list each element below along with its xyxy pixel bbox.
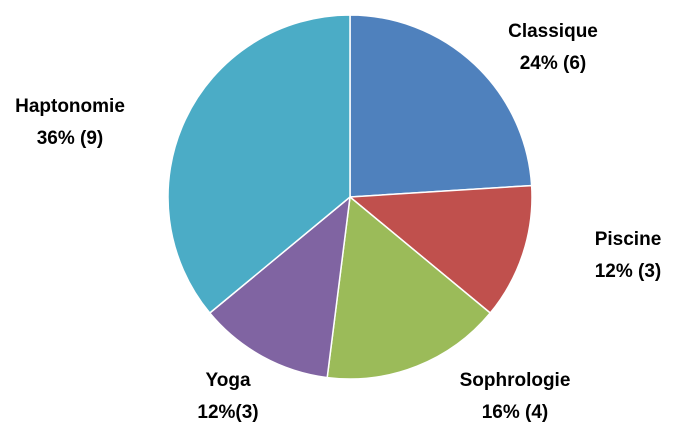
slice-label: Yoga: [205, 370, 250, 391]
slice-value-label: 16% (4): [482, 402, 549, 423]
slice-value-label: 12%(3): [197, 402, 258, 423]
pie-slice: [349, 14, 533, 198]
slice-label: Piscine: [595, 229, 662, 250]
pie-slice: [167, 14, 351, 315]
pie-slice: [348, 184, 533, 315]
slice-value-label: 24% (6): [520, 53, 587, 74]
slice-label: Haptonomie: [15, 96, 125, 117]
slice-label: Classique: [508, 21, 598, 42]
slice-value-label: 12% (3): [595, 261, 662, 282]
pie-slice: [326, 195, 492, 380]
pie-slice: [208, 195, 351, 379]
slice-value-label: 36% (9): [37, 128, 104, 149]
slice-label: Sophrologie: [460, 370, 571, 391]
